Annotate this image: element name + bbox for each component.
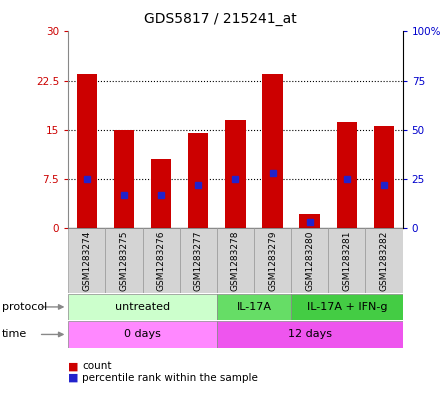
Text: ■: ■: [68, 361, 79, 371]
Bar: [105, 228, 143, 293]
Bar: [225, 120, 246, 228]
Bar: [366, 228, 403, 293]
Bar: [188, 133, 209, 228]
Text: protocol: protocol: [2, 302, 48, 312]
Text: 12 days: 12 days: [288, 329, 332, 340]
Text: 0 days: 0 days: [124, 329, 161, 340]
Bar: [114, 130, 134, 228]
Bar: [328, 228, 366, 293]
Text: GSM1283275: GSM1283275: [119, 230, 128, 290]
Text: IL-17A + IFN-g: IL-17A + IFN-g: [307, 302, 387, 312]
Text: GSM1283281: GSM1283281: [342, 230, 352, 290]
Bar: [217, 228, 254, 293]
Text: IL-17A: IL-17A: [236, 302, 271, 312]
Text: ■: ■: [68, 373, 79, 383]
Text: GSM1283282: GSM1283282: [380, 230, 389, 290]
Text: GSM1283279: GSM1283279: [268, 230, 277, 290]
Bar: [68, 321, 217, 348]
Bar: [151, 159, 171, 228]
Text: percentile rank within the sample: percentile rank within the sample: [82, 373, 258, 383]
Text: time: time: [2, 329, 27, 340]
Bar: [262, 74, 283, 228]
Text: GSM1283274: GSM1283274: [82, 230, 91, 290]
Bar: [68, 228, 105, 293]
Text: GDS5817 / 215241_at: GDS5817 / 215241_at: [143, 12, 297, 26]
Bar: [77, 74, 97, 228]
Text: GSM1283280: GSM1283280: [305, 230, 314, 290]
Bar: [374, 127, 394, 228]
Bar: [143, 228, 180, 293]
Bar: [217, 321, 403, 348]
Text: untreated: untreated: [115, 302, 170, 312]
Text: GSM1283277: GSM1283277: [194, 230, 203, 290]
Bar: [291, 228, 328, 293]
Bar: [337, 122, 357, 228]
Text: count: count: [82, 361, 112, 371]
Bar: [300, 213, 320, 228]
Text: GSM1283276: GSM1283276: [157, 230, 165, 290]
Bar: [180, 228, 217, 293]
Text: GSM1283278: GSM1283278: [231, 230, 240, 290]
Bar: [68, 294, 217, 320]
Bar: [291, 294, 403, 320]
Bar: [254, 228, 291, 293]
Bar: [217, 294, 291, 320]
